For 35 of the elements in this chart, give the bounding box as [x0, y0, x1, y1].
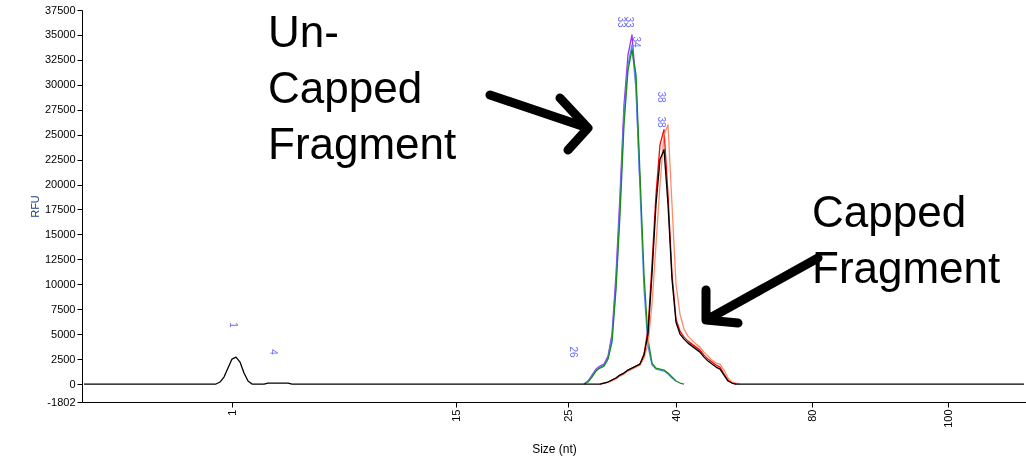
y-tick-label: 0 — [69, 377, 76, 390]
annotation: 4 — [268, 349, 279, 356]
y-tick-label: 7500 — [51, 302, 76, 315]
annotation: Capped Fragment — [812, 187, 1001, 292]
y-tick-label: 10000 — [44, 277, 76, 290]
y-tick-label: 37500 — [44, 3, 76, 16]
y-tick-label: 17500 — [44, 202, 76, 215]
y-tick-label: 12500 — [44, 252, 76, 265]
y-axis-title: RFU — [28, 195, 41, 218]
x-tick-label: 40 — [669, 409, 682, 422]
x-axis-title: Size (nt) — [532, 441, 577, 456]
x-tick-label: 25 — [561, 409, 574, 422]
y-tick-label: 27500 — [44, 103, 76, 116]
annotation: 33 — [616, 16, 627, 28]
y-tick-label: 2500 — [51, 352, 76, 365]
annotation: 38 — [656, 116, 667, 128]
x-tick-label: 1 — [225, 409, 238, 416]
annotation: 34 — [631, 36, 642, 48]
y-tick-label: -1802 — [47, 395, 76, 408]
y-tick-label: 20000 — [44, 178, 76, 191]
x-tick-label: 100 — [941, 409, 954, 428]
y-tick-label: 5000 — [51, 327, 76, 340]
y-tick-label: 30000 — [44, 78, 76, 91]
annotation: Un- Capped Fragment — [268, 7, 457, 168]
x-tick-label: 15 — [449, 409, 462, 422]
y-tick-label: 25000 — [44, 128, 76, 141]
annotation: 26 — [568, 346, 579, 358]
y-tick-label: 22500 — [44, 153, 76, 166]
x-tick-label: 80 — [805, 409, 818, 422]
annotation: 1 — [228, 322, 239, 329]
y-tick-label: 35000 — [44, 28, 76, 41]
y-tick-label: 32500 — [44, 53, 76, 66]
annotation: 38 — [656, 91, 667, 103]
annotation: 33 — [624, 16, 635, 28]
y-tick-label: 15000 — [44, 227, 76, 240]
